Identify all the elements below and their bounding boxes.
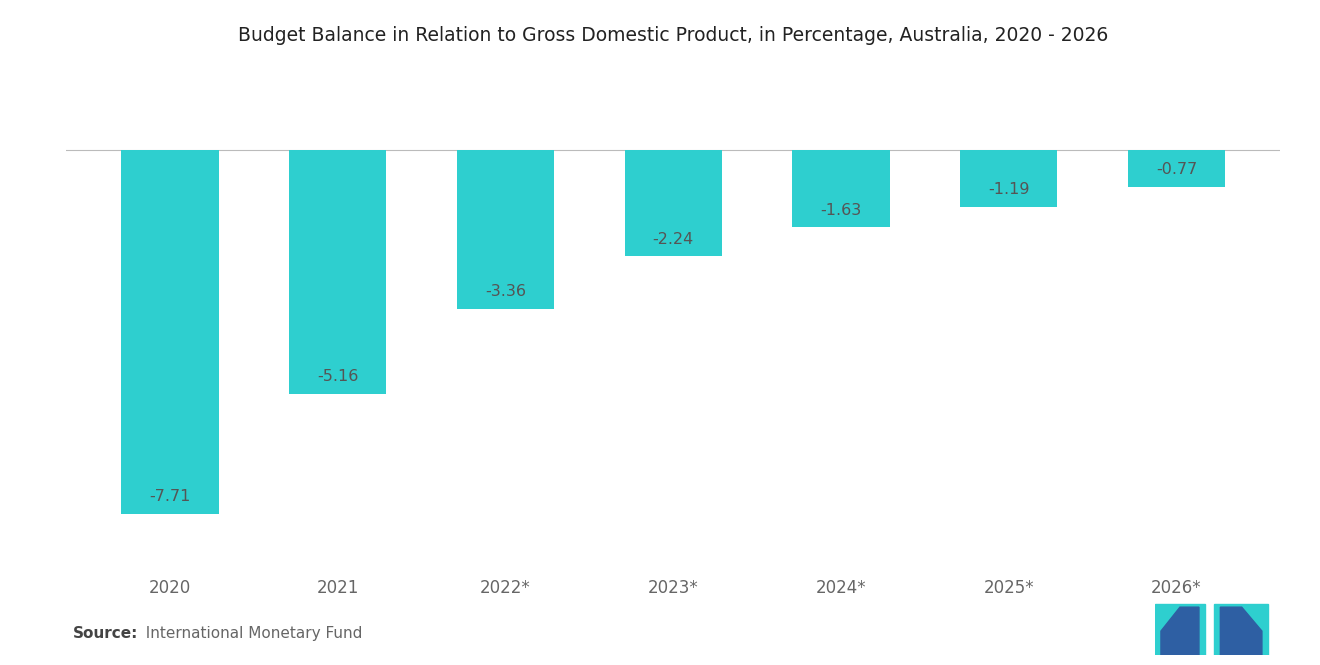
Text: -5.16: -5.16 xyxy=(317,369,358,384)
Polygon shape xyxy=(1214,604,1267,655)
Bar xyxy=(289,150,387,394)
Bar xyxy=(1127,150,1225,187)
Text: -1.19: -1.19 xyxy=(987,182,1030,197)
Bar xyxy=(121,150,219,514)
Text: International Monetary Fund: International Monetary Fund xyxy=(136,626,362,642)
Bar xyxy=(457,150,554,309)
Text: -0.77: -0.77 xyxy=(1156,162,1197,178)
Polygon shape xyxy=(1162,607,1199,655)
Bar xyxy=(624,150,722,256)
Polygon shape xyxy=(1155,604,1205,655)
Text: -7.71: -7.71 xyxy=(149,489,190,505)
Text: Source:: Source: xyxy=(73,626,139,642)
Text: -1.63: -1.63 xyxy=(820,203,862,218)
Bar xyxy=(792,150,890,227)
Polygon shape xyxy=(1220,607,1262,655)
Title: Budget Balance in Relation to Gross Domestic Product, in Percentage, Australia, : Budget Balance in Relation to Gross Dome… xyxy=(238,26,1109,45)
Bar xyxy=(960,150,1057,207)
Text: -2.24: -2.24 xyxy=(652,231,694,247)
Text: -3.36: -3.36 xyxy=(484,285,525,299)
